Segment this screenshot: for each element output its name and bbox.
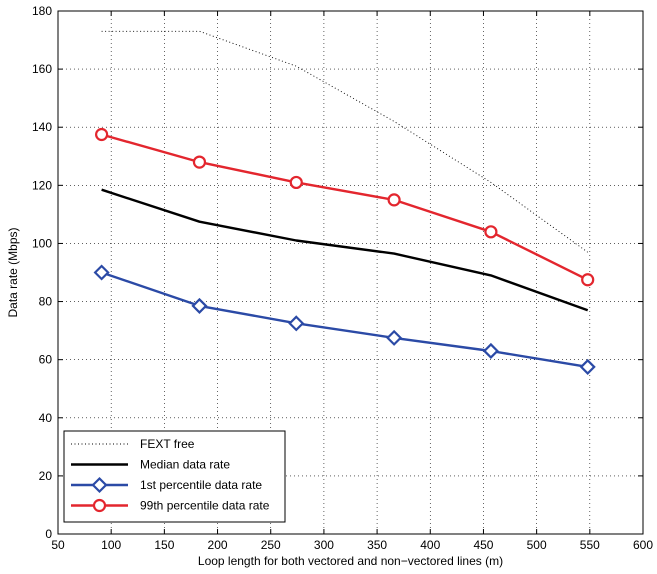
y-tick-label: 40: [39, 411, 53, 425]
grid-layer: [58, 11, 643, 534]
data-point: [579, 358, 596, 375]
data-point: [192, 155, 207, 169]
data-point: [93, 264, 110, 281]
series-3: [95, 127, 595, 287]
plot-frame: [57, 10, 644, 535]
legend-marker: [91, 476, 108, 494]
x-tick-label: 500: [527, 538, 547, 552]
y-tick-label: 0: [45, 527, 52, 541]
series-1: [101, 188, 589, 312]
legend-label: 99th percentile data rate: [140, 499, 270, 513]
x-tick-label: 550: [580, 538, 600, 552]
x-axis-title: Loop length for both vectored and non−ve…: [198, 554, 503, 568]
data-point: [387, 193, 401, 207]
x-tick-label: 150: [154, 538, 174, 552]
legend: FEXT free Median data rate 1st percentile …: [63, 430, 286, 523]
y-tick-label: 180: [32, 4, 52, 18]
data-point: [386, 329, 403, 346]
legend-label: 1st percentile data rate: [140, 478, 262, 492]
series-2: [93, 264, 596, 375]
x-tick-label: 200: [208, 538, 228, 552]
data-point: [482, 342, 499, 360]
x-tick-label: 250: [261, 538, 281, 552]
data-point: [288, 315, 305, 332]
x-tick-label: 100: [101, 538, 121, 552]
y-tick-label: 160: [32, 62, 52, 76]
data-point: [95, 127, 109, 142]
x-tick-label: 600: [633, 538, 653, 552]
x-tick-label: 400: [420, 538, 440, 552]
series-line: [101, 133, 589, 281]
data-point: [484, 225, 498, 239]
x-tick-label: 50: [51, 538, 65, 552]
tick-layer: 50 100 150 200 250 300 350 400 450 500 550 600 0 20 40…: [32, 4, 653, 552]
x-tick-label: 350: [367, 538, 387, 552]
y-tick-label: 140: [32, 120, 52, 134]
legend-marker: [92, 498, 107, 513]
y-tick-label: 120: [32, 178, 52, 192]
legend-label: FEXT free: [140, 437, 195, 451]
legend-label: Median data rate: [140, 458, 230, 472]
y-tick-label: 100: [32, 236, 52, 250]
x-tick-label: 300: [314, 538, 334, 552]
data-point: [289, 175, 303, 190]
y-tick-label: 80: [39, 295, 53, 309]
y-tick-label: 60: [39, 353, 53, 367]
y-tick-label: 20: [39, 469, 53, 483]
series-layer: [93, 30, 596, 375]
data-point: [581, 273, 595, 287]
y-axis-title: Data rate (Mbps): [6, 227, 20, 317]
data-point: [191, 297, 208, 314]
series-line: [101, 188, 589, 312]
x-tick-label: 450: [473, 538, 493, 552]
series-line: [101, 271, 588, 369]
